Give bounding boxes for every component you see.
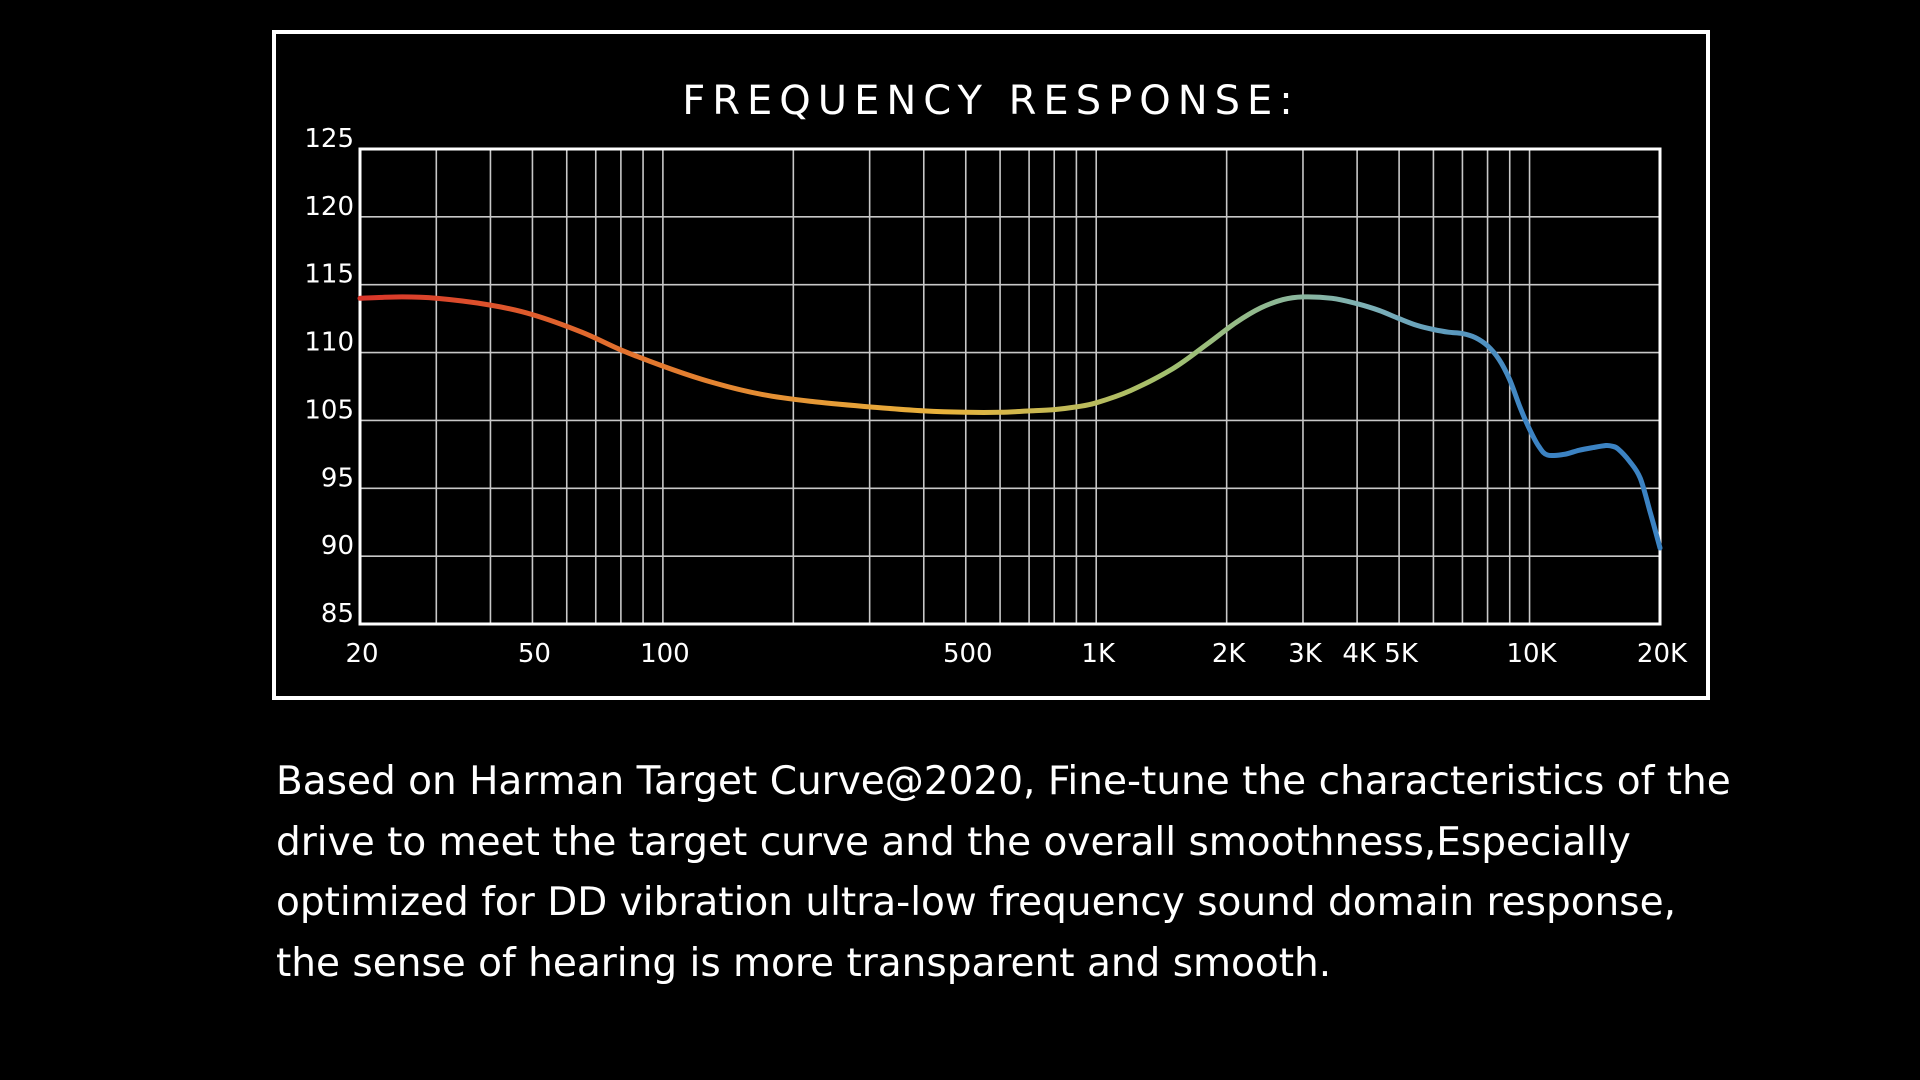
y-tick-label: 105 <box>304 395 354 425</box>
x-tick-label: 100 <box>640 639 690 669</box>
chart-title: FREQUENCY RESPONSE: <box>682 78 1300 124</box>
plot-area-border <box>358 147 1662 626</box>
x-tick-label: 1K <box>1081 639 1116 669</box>
chart-svg: FREQUENCY RESPONSE: 125 120 115 110 105 95 90 8… <box>304 78 1688 669</box>
y-tick-label: 85 <box>321 599 354 629</box>
y-tick-label: 95 <box>321 463 354 493</box>
x-tick-label: 500 <box>943 639 993 669</box>
x-tick-label: 50 <box>518 639 551 669</box>
x-tick-label: 2K <box>1212 639 1247 669</box>
x-tick-label: 20K <box>1637 639 1688 669</box>
y-tick-label: 115 <box>304 260 354 290</box>
x-tick-label: 5K <box>1384 639 1419 669</box>
x-tick-label: 3K <box>1288 639 1323 669</box>
y-tick-label: 110 <box>304 328 354 358</box>
frequency-response-curve <box>357 294 1663 551</box>
x-tick-label: 20 <box>345 639 378 669</box>
x-tick-label: 4K <box>1342 639 1377 669</box>
y-tick-label: 125 <box>304 124 354 154</box>
frequency-response-chart: FREQUENCY RESPONSE: 125 120 115 110 105 95 90 8… <box>272 30 1710 700</box>
y-tick-label: 90 <box>321 531 354 561</box>
y-tick-label: 120 <box>304 192 354 222</box>
x-tick-label: 10K <box>1506 639 1557 669</box>
description-text: Based on Harman Target Curve@2020, Fine-… <box>276 759 1731 986</box>
